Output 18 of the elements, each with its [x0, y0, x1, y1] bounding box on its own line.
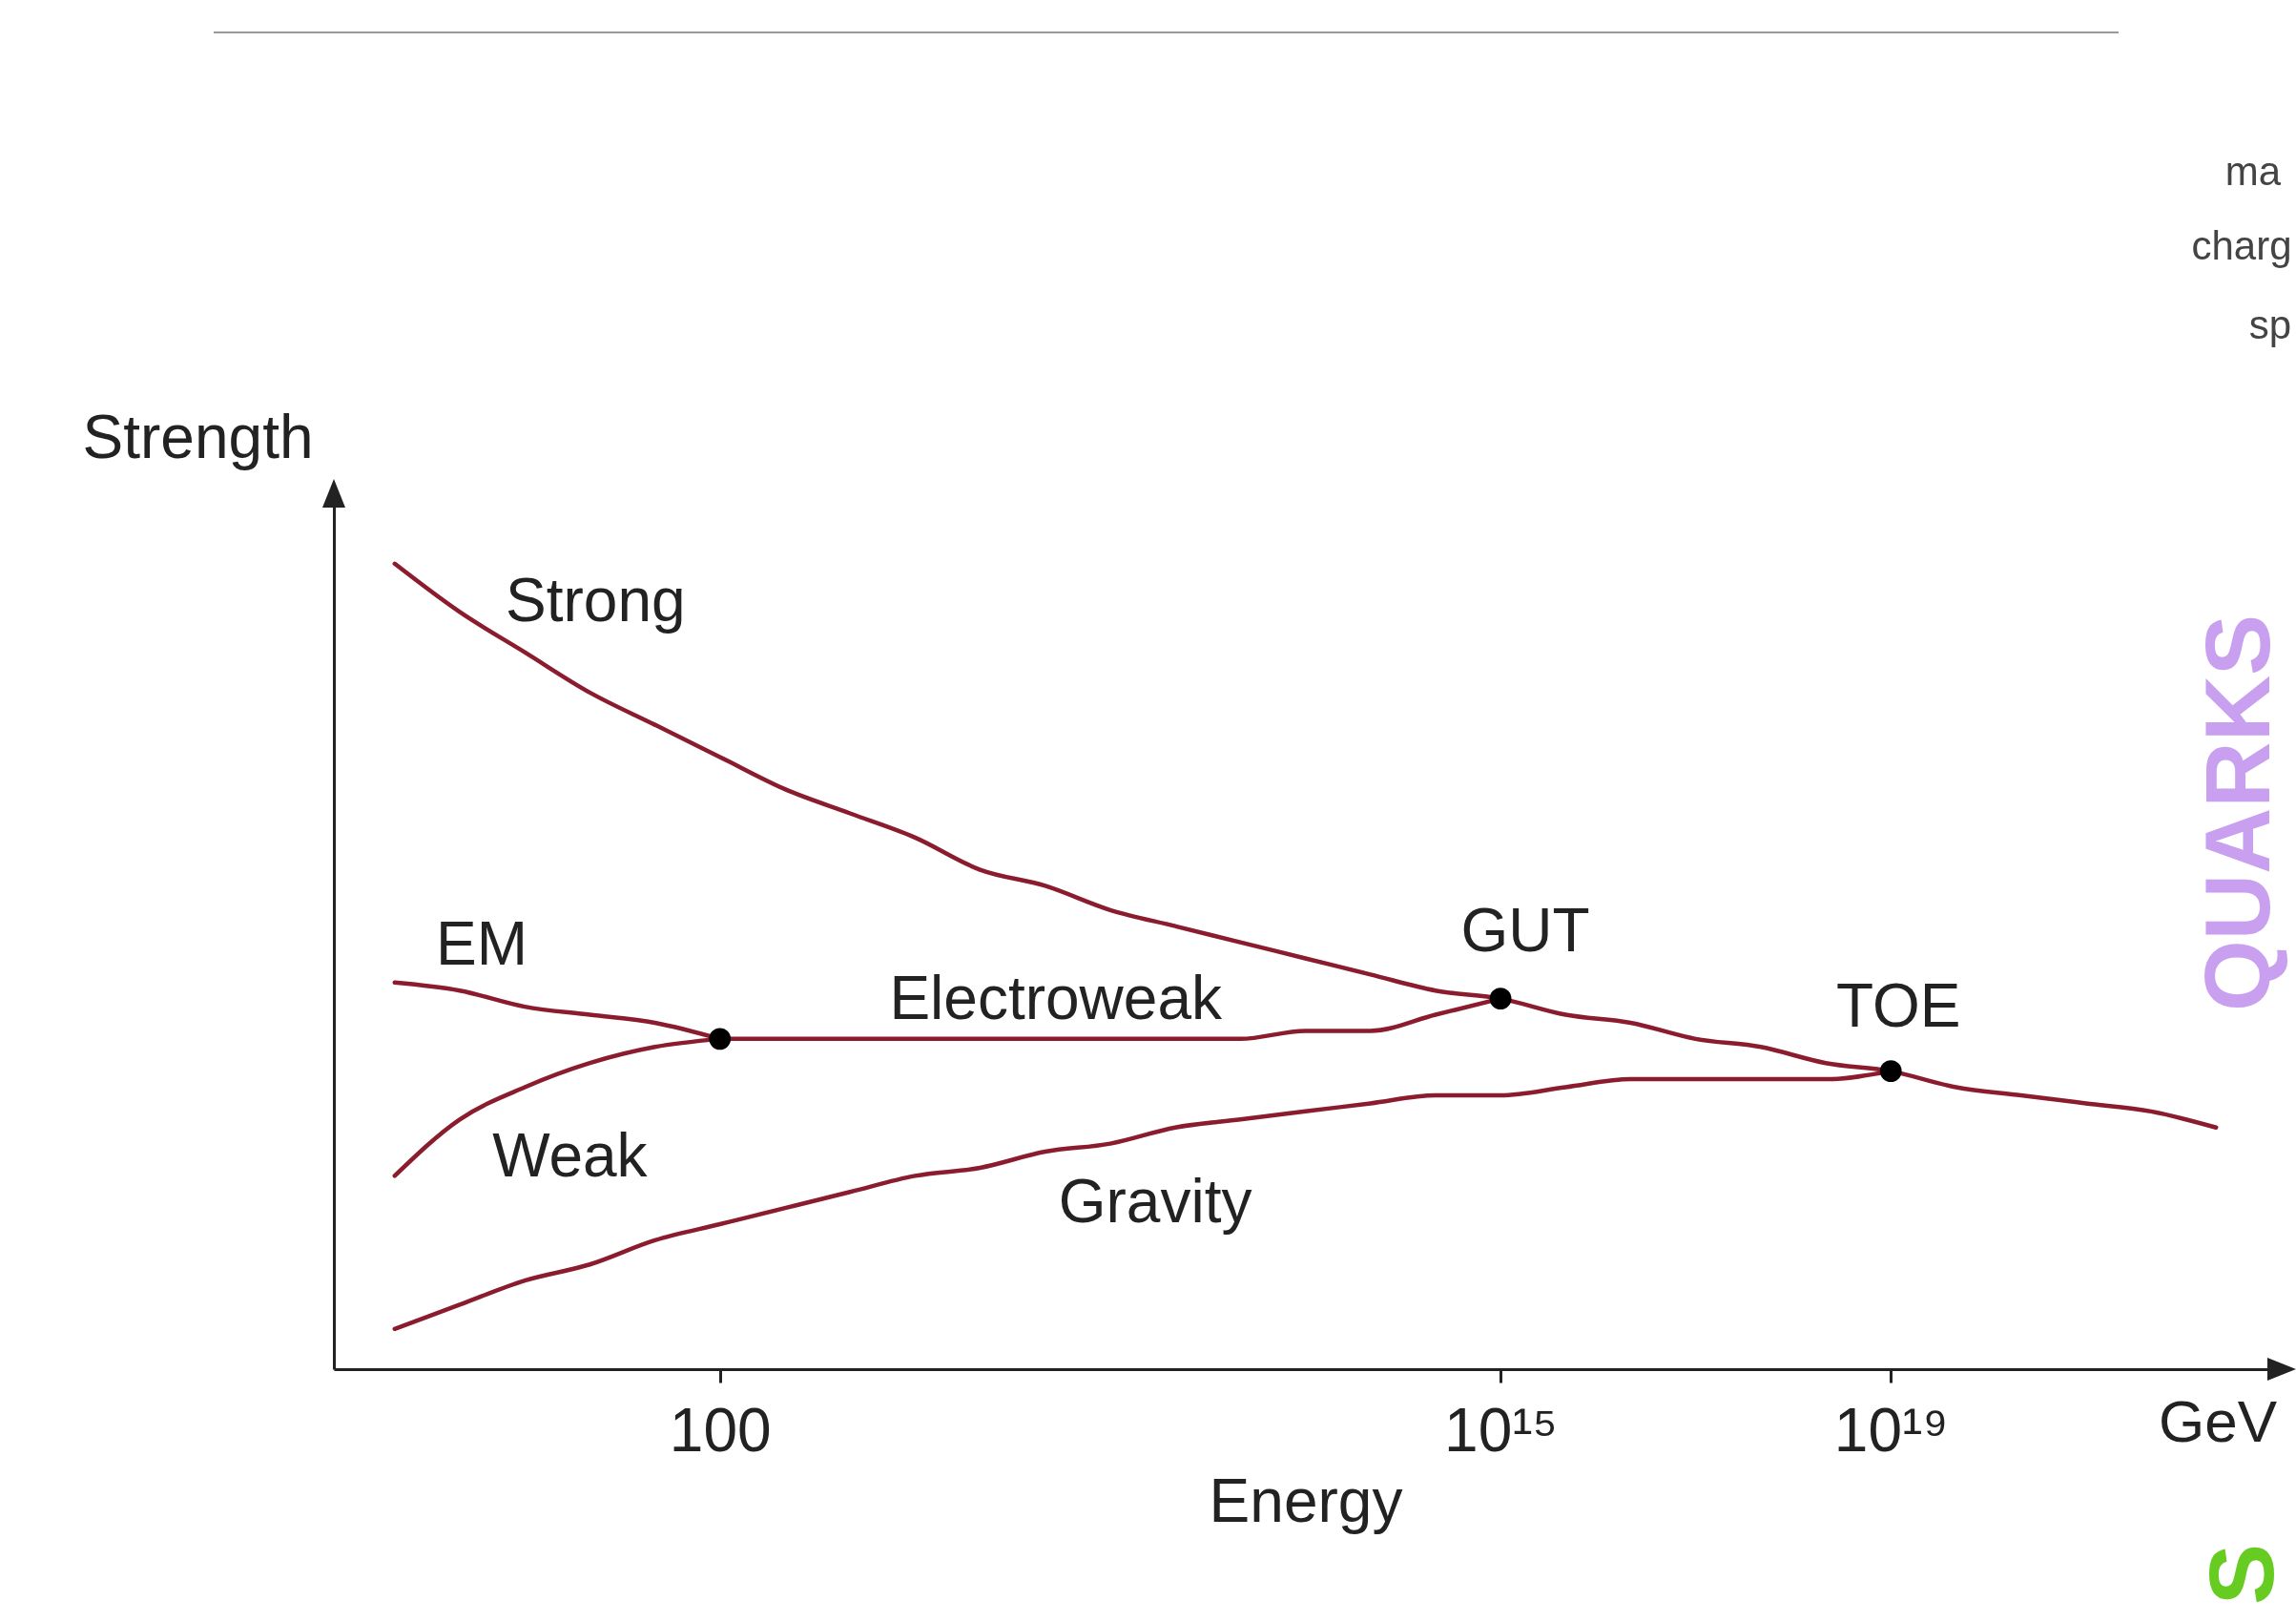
text: ma	[2224, 149, 2282, 194]
x-axis-title: Energy	[1209, 1466, 1403, 1535]
text: S	[2190, 1543, 2292, 1606]
annotation: GUT	[1460, 895, 1590, 965]
text: sp	[2248, 302, 2292, 347]
annotation: TOE	[1836, 970, 1961, 1040]
text: GeV	[2158, 1388, 2278, 1454]
x-tick-label: 10¹⁵	[1444, 1395, 1559, 1465]
series-label: Gravity	[1058, 1166, 1252, 1236]
series-label: Electroweak	[889, 963, 1224, 1032]
annotation: QUARKS	[2186, 613, 2288, 1012]
series-label: Strong	[506, 565, 686, 634]
series-label: EM	[435, 909, 527, 979]
series-label: Weak	[492, 1121, 649, 1191]
text: charg	[2191, 223, 2292, 268]
x-tick-label: 10¹⁹	[1833, 1395, 1949, 1465]
x-tick-label: 100	[669, 1395, 772, 1465]
y-axis-title: Strength	[82, 402, 314, 471]
